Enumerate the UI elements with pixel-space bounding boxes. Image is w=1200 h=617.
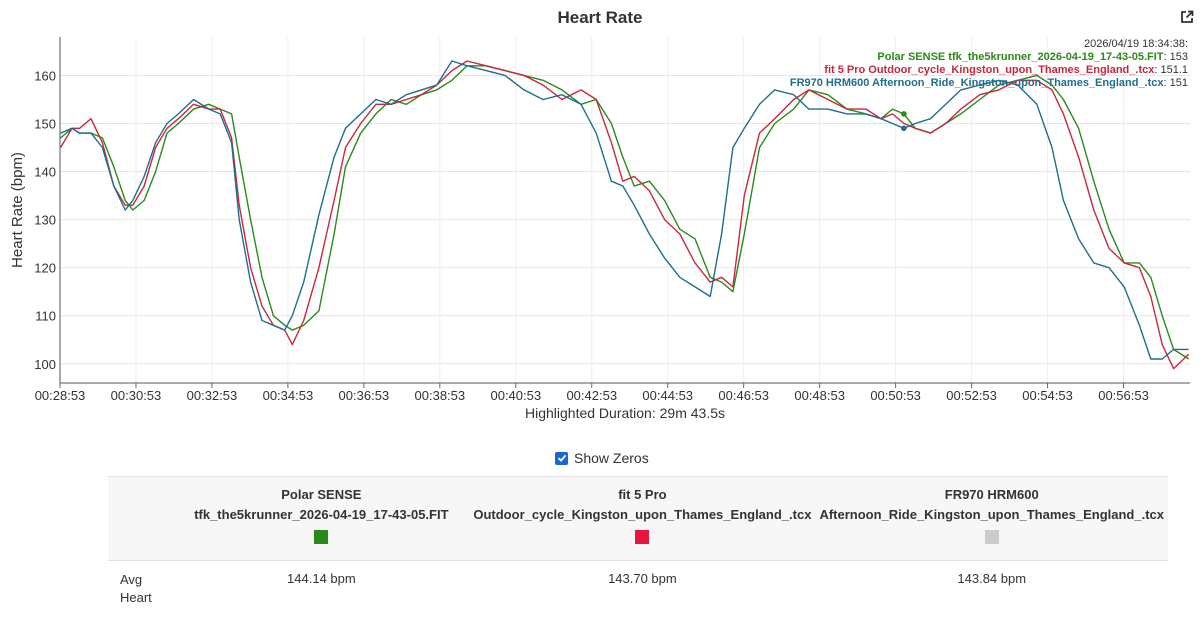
x-tick-label: 00:52:53 bbox=[946, 388, 997, 400]
x-tick-label: 00:48:53 bbox=[794, 388, 845, 400]
stats-header-polar: Polar SENSE tfk_the5krunner_2026-04-19_1… bbox=[173, 477, 469, 561]
tooltip-series-fit5: fit 5 Pro Outdoor_cycle_Kingston_upon_Th… bbox=[824, 64, 1155, 76]
svg-text:fit 5 Pro Outdoor_cycle_Kingst: fit 5 Pro Outdoor_cycle_Kingston_upon_Th… bbox=[824, 64, 1188, 76]
heart-rate-chart[interactable]: 100 110 120 130 140 150 160 00:28:53 00:30:53 00:… bbox=[0, 0, 1200, 400]
svg-text:FR970 HRM600 Afternoon_Ride_Ki: FR970 HRM600 Afternoon_Ride_Kingston_upo… bbox=[790, 77, 1188, 89]
series-line-2 bbox=[61, 61, 1189, 359]
hover-point-2 bbox=[901, 126, 907, 132]
x-tick-label: 00:44:53 bbox=[642, 388, 693, 400]
y-tick-label: 160 bbox=[34, 68, 56, 83]
x-tick-label: 00:28:53 bbox=[35, 388, 86, 400]
row-label: Avg Heart bbox=[108, 561, 173, 617]
stats-header-fr970: FR970 HRM600 Afternoon_Ride_Kingston_upo… bbox=[815, 477, 1168, 561]
tooltip-timestamp: 2026/04/19 18:34:38: bbox=[1084, 38, 1188, 50]
x-tick-label: 00:50:53 bbox=[870, 388, 921, 400]
series-line-0 bbox=[61, 66, 1189, 359]
highlighted-duration: Highlighted Duration: 29m 43.5s bbox=[0, 405, 1200, 421]
x-tick-label: 00:36:53 bbox=[339, 388, 390, 400]
chart-axes: 100 110 120 130 140 150 160 00:28:53 00:30:53 00:… bbox=[34, 37, 1190, 400]
y-axis-label: Heart Rate (bpm) bbox=[9, 152, 26, 268]
chart-title: Heart Rate bbox=[0, 8, 1200, 28]
avg-heart-fr970: 143.84 bpm bbox=[815, 561, 1168, 617]
series-color-swatch bbox=[635, 530, 649, 544]
show-zeros-toggle[interactable]: Show Zeros bbox=[555, 450, 649, 466]
tooltip-value-polar: : 153 bbox=[1164, 51, 1188, 63]
x-tick-label: 00:42:53 bbox=[566, 388, 617, 400]
tooltip-series-polar: Polar SENSE tfk_the5krunner_2026-04-19_1… bbox=[877, 51, 1163, 63]
tooltip-series-fr970: FR970 HRM600 Afternoon_Ride_Kingston_upo… bbox=[790, 77, 1165, 89]
x-tick-label: 00:54:53 bbox=[1022, 388, 1073, 400]
x-tick-label: 00:34:53 bbox=[263, 388, 314, 400]
checkmark-icon bbox=[557, 453, 567, 463]
svg-text:Polar SENSE tfk_the5krunner_20: Polar SENSE tfk_the5krunner_2026-04-19_1… bbox=[877, 51, 1188, 63]
show-zeros-label: Show Zeros bbox=[574, 450, 649, 466]
y-tick-label: 100 bbox=[34, 357, 56, 372]
chart-series bbox=[61, 61, 1189, 369]
x-tick-label: 00:32:53 bbox=[187, 388, 238, 400]
avg-heart-polar: 144.14 bpm bbox=[173, 561, 469, 617]
x-tick-label: 00:30:53 bbox=[111, 388, 162, 400]
file-name: Afternoon_Ride_Kingston_upon_Thames_Engl… bbox=[819, 505, 1164, 525]
series-color-swatch bbox=[985, 530, 999, 544]
stats-header-empty bbox=[108, 477, 173, 561]
y-tick-label: 150 bbox=[34, 117, 56, 132]
x-tick-label: 00:40:53 bbox=[490, 388, 541, 400]
external-link-icon[interactable] bbox=[1178, 8, 1196, 26]
avg-heart-fit5: 143.70 bpm bbox=[469, 561, 815, 617]
hover-point-0 bbox=[901, 111, 907, 117]
tooltip-value-fr970: : 151 bbox=[1164, 77, 1188, 89]
file-name: Outdoor_cycle_Kingston_upon_Thames_Engla… bbox=[473, 505, 811, 525]
stats-header-fit5: fit 5 Pro Outdoor_cycle_Kingston_upon_Th… bbox=[469, 477, 815, 561]
x-tick-label: 00:56:53 bbox=[1098, 388, 1149, 400]
file-name: tfk_the5krunner_2026-04-19_17-43-05.FIT bbox=[177, 505, 465, 525]
device-name: fit 5 Pro bbox=[473, 485, 811, 505]
device-name: FR970 HRM600 bbox=[819, 485, 1164, 505]
series-line-1 bbox=[61, 61, 1189, 369]
y-tick-label: 110 bbox=[35, 309, 56, 324]
y-tick-label: 120 bbox=[34, 261, 56, 276]
x-tick-label: 00:38:53 bbox=[415, 388, 466, 400]
device-name: Polar SENSE bbox=[177, 485, 465, 505]
hover-tooltip: 2026/04/19 18:34:38: Polar SENSE tfk_the… bbox=[790, 38, 1188, 89]
tooltip-value-fit5: : 151.1 bbox=[1154, 64, 1188, 76]
series-color-swatch bbox=[314, 530, 328, 544]
x-tick-label: 00:46:53 bbox=[718, 388, 769, 400]
stats-row-avg-heart: Avg Heart 144.14 bpm 143.70 bpm 143.84 b… bbox=[108, 561, 1168, 617]
stats-header-row: Polar SENSE tfk_the5krunner_2026-04-19_1… bbox=[108, 477, 1168, 561]
show-zeros-checkbox[interactable] bbox=[555, 452, 568, 465]
y-tick-label: 140 bbox=[34, 165, 56, 180]
y-tick-label: 130 bbox=[34, 213, 56, 228]
